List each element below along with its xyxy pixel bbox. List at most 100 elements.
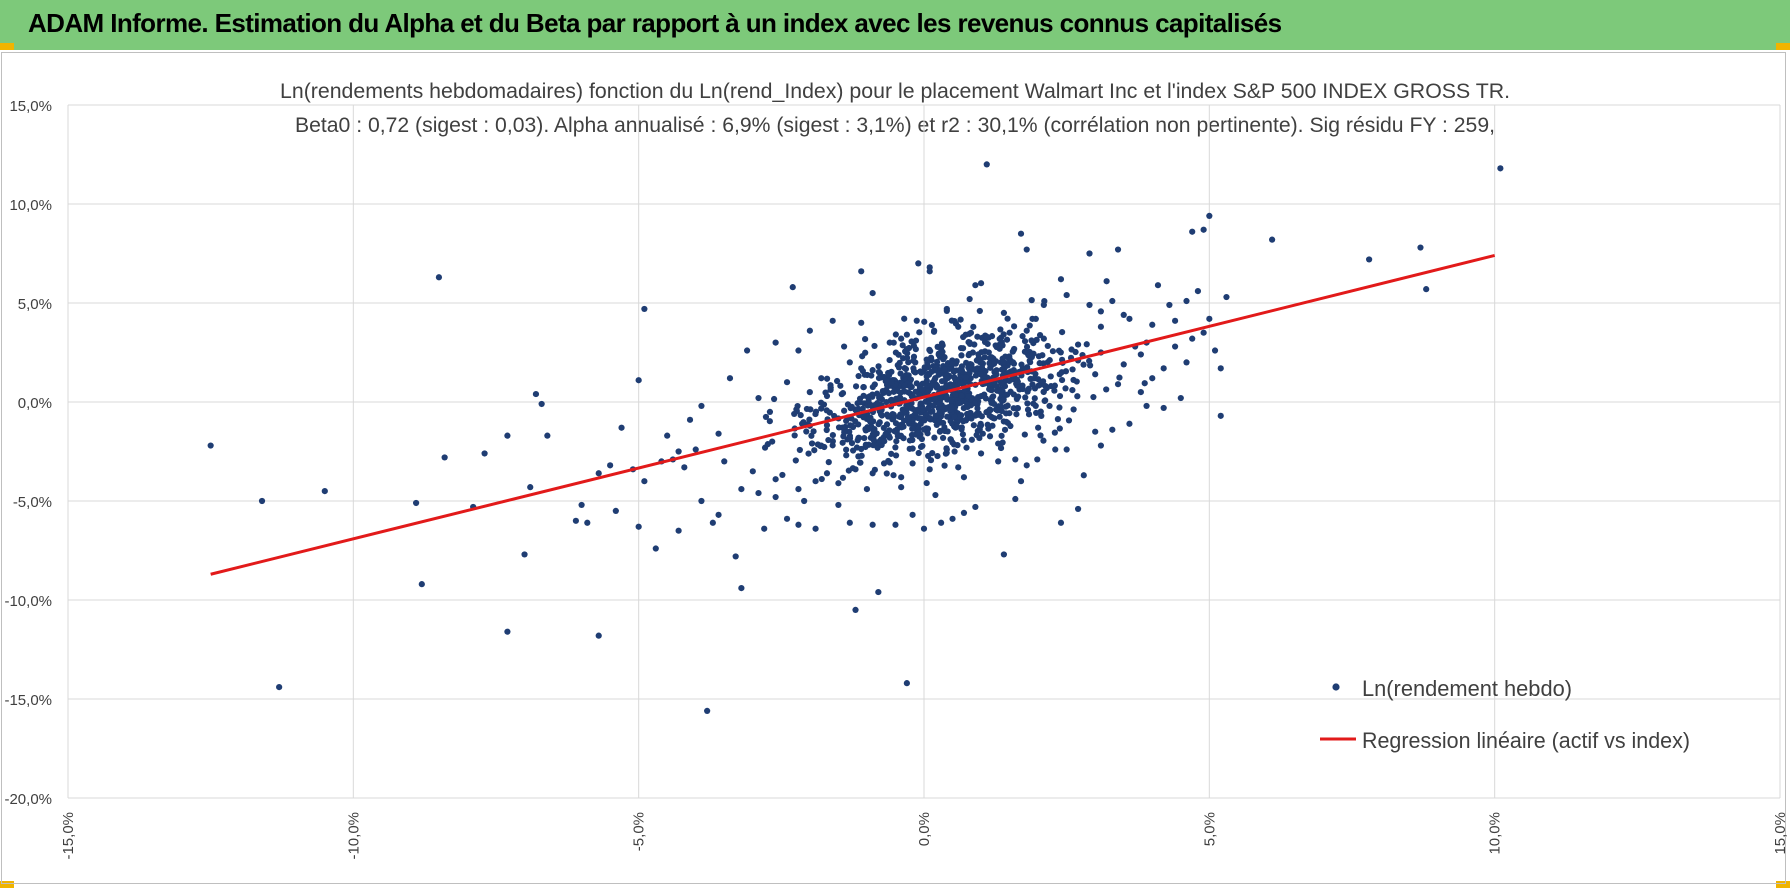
data-point xyxy=(1023,462,1030,469)
data-point xyxy=(933,382,941,390)
data-point xyxy=(998,366,1006,373)
data-point xyxy=(1000,551,1007,558)
data-point xyxy=(1044,342,1051,350)
data-point xyxy=(1017,478,1025,485)
data-point xyxy=(883,470,890,477)
data-point xyxy=(981,391,988,398)
data-point xyxy=(866,393,874,400)
data-point xyxy=(704,707,711,714)
data-point xyxy=(988,398,996,405)
y-tick-label: 5,0% xyxy=(18,296,52,313)
data-point xyxy=(939,434,947,442)
data-point xyxy=(855,434,863,441)
data-point xyxy=(1057,276,1065,283)
data-point xyxy=(692,446,699,453)
data-point xyxy=(837,382,844,389)
data-point xyxy=(1040,335,1047,342)
data-point xyxy=(968,436,975,443)
data-point xyxy=(1040,378,1047,385)
data-point xyxy=(797,412,804,419)
data-point xyxy=(1000,358,1007,366)
data-point xyxy=(766,418,773,425)
data-point xyxy=(960,474,968,481)
data-point xyxy=(927,457,935,464)
data-point xyxy=(944,413,951,420)
data-point xyxy=(1200,329,1207,336)
data-point xyxy=(884,413,892,420)
data-point xyxy=(1160,404,1167,412)
data-point xyxy=(923,479,930,487)
data-point xyxy=(1033,409,1040,416)
data-point xyxy=(1028,337,1035,344)
data-point xyxy=(937,419,945,426)
data-point xyxy=(1211,347,1219,354)
data-point xyxy=(926,268,933,275)
data-point xyxy=(921,318,928,325)
data-point xyxy=(1024,406,1032,413)
data-point xyxy=(769,438,776,445)
data-point xyxy=(1023,327,1030,334)
data-point xyxy=(970,422,977,429)
data-point xyxy=(698,497,705,505)
data-point xyxy=(848,440,856,447)
data-point xyxy=(1033,336,1040,343)
data-point xyxy=(1026,322,1033,329)
data-point xyxy=(1036,360,1043,367)
data-point xyxy=(923,377,930,384)
data-point xyxy=(868,372,875,379)
data-point xyxy=(823,392,831,400)
data-point xyxy=(988,386,995,394)
data-point xyxy=(855,372,862,380)
data-point xyxy=(1028,297,1035,304)
regression-line xyxy=(210,254,1496,576)
x-tick-label: -5,0% xyxy=(631,812,648,851)
data-point xyxy=(917,420,924,427)
data-point xyxy=(898,474,905,481)
data-point xyxy=(969,349,976,356)
data-point xyxy=(1030,400,1037,407)
data-point xyxy=(726,375,734,382)
data-point xyxy=(981,338,989,346)
data-point xyxy=(885,372,893,379)
data-point xyxy=(1059,328,1066,336)
y-tick-label: 15,0% xyxy=(9,98,52,115)
x-tick-label: 0,0% xyxy=(916,812,933,846)
data-point xyxy=(998,432,1005,439)
data-point xyxy=(1001,426,1009,433)
data-point xyxy=(1042,383,1049,390)
data-point xyxy=(916,329,923,336)
data-point xyxy=(1497,165,1504,172)
data-point xyxy=(1070,406,1077,413)
data-point xyxy=(863,486,871,493)
data-point xyxy=(1126,420,1133,427)
data-point xyxy=(1010,347,1017,354)
data-point xyxy=(829,431,836,439)
data-point xyxy=(862,441,869,448)
data-point xyxy=(986,433,994,440)
data-point xyxy=(935,371,942,378)
data-point xyxy=(892,521,899,528)
data-point xyxy=(910,357,917,364)
data-point xyxy=(915,260,922,267)
data-point xyxy=(960,509,968,516)
data-point xyxy=(938,340,946,347)
data-point xyxy=(874,400,881,407)
data-point xyxy=(886,434,893,441)
data-point xyxy=(898,484,905,491)
data-point xyxy=(939,348,946,356)
y-tick-label: 0,0% xyxy=(18,395,52,412)
legend: Ln(rendement hebdo) Regression linéaire … xyxy=(1320,676,1690,753)
data-point xyxy=(527,484,534,491)
data-point xyxy=(852,466,859,473)
data-point xyxy=(572,517,579,524)
chart-title: Ln(rendements hebdomadaires) fonction du… xyxy=(280,80,1510,103)
data-point xyxy=(920,426,928,433)
data-point xyxy=(1035,376,1042,383)
data-point xyxy=(971,341,978,348)
data-point xyxy=(612,507,619,514)
data-point xyxy=(805,450,812,457)
data-point xyxy=(1074,341,1082,348)
data-point xyxy=(721,458,728,465)
data-point xyxy=(1206,212,1213,219)
data-point xyxy=(1003,336,1011,343)
